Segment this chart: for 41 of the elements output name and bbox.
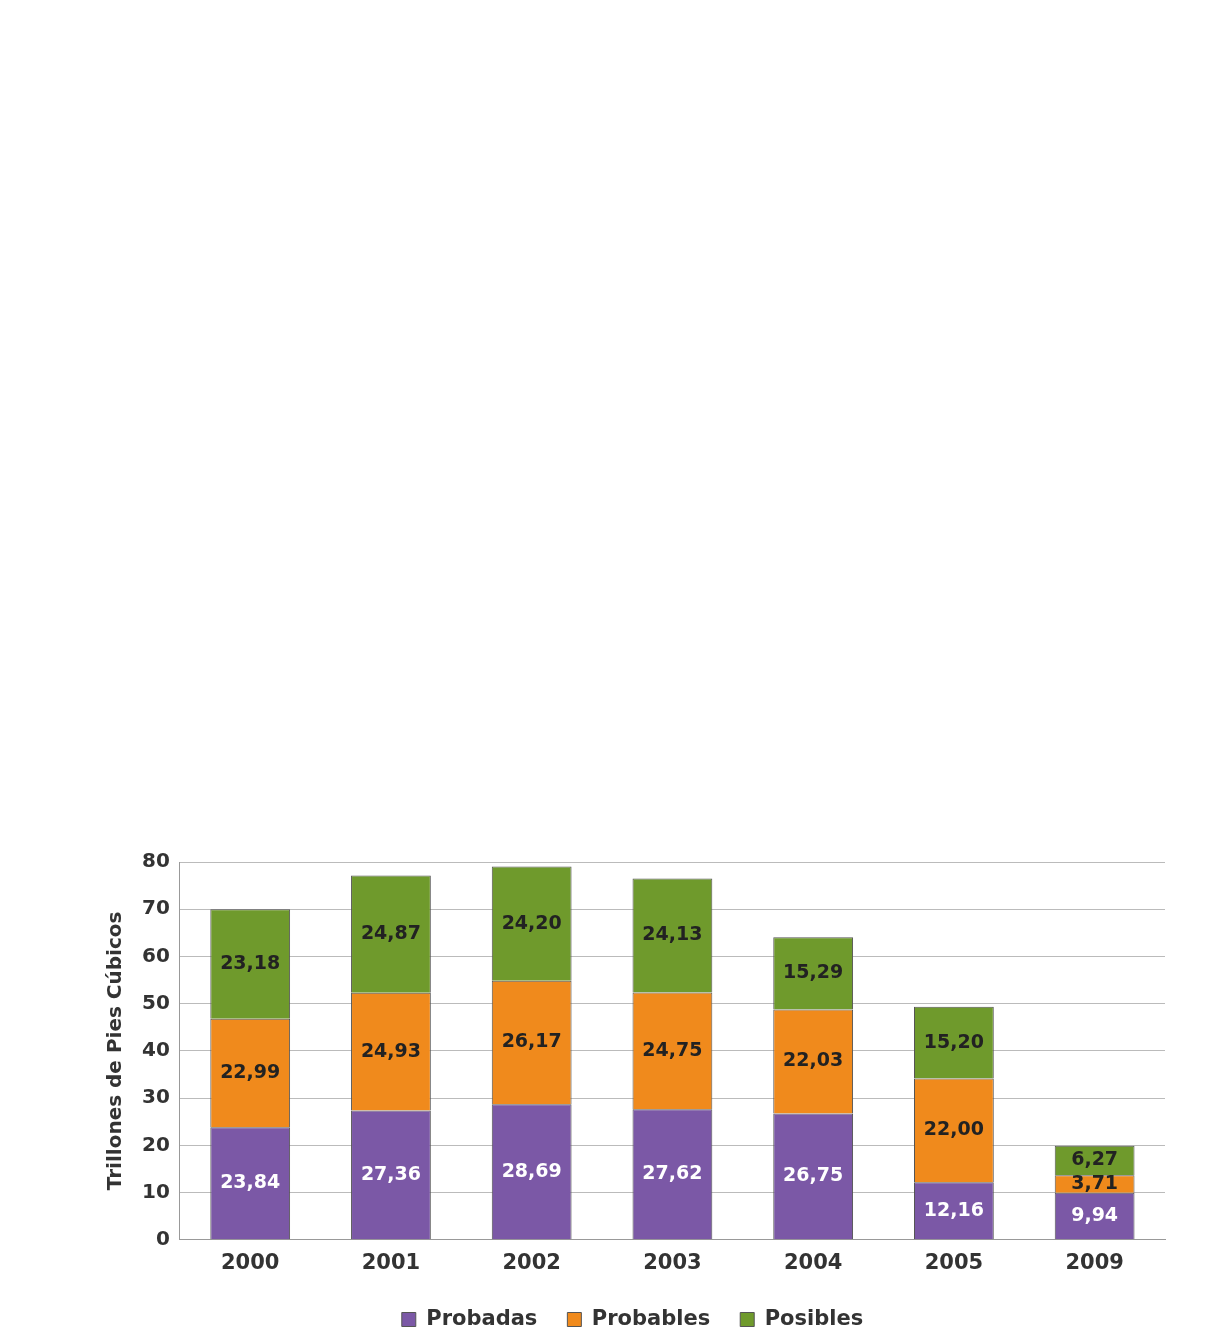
data-label: 28,69 <box>501 1158 562 1181</box>
data-label: 6,27 <box>1071 1147 1119 1170</box>
data-label: 24,93 <box>360 1038 421 1061</box>
y-tick-label: 0 <box>155 1226 170 1250</box>
data-label: 9,94 <box>1071 1203 1119 1226</box>
data-label: 23,18 <box>220 950 281 973</box>
y-tick-label: 20 <box>141 1131 170 1156</box>
data-label: 23,84 <box>220 1170 281 1193</box>
y-tick-label: 40 <box>141 1037 170 1062</box>
y-tick-label: 10 <box>141 1178 170 1203</box>
data-label: 3,71 <box>1071 1171 1119 1194</box>
data-label: 22,03 <box>783 1048 844 1071</box>
x-tick-label: 2005 <box>924 1249 984 1274</box>
legend-label: Posibles <box>764 1305 864 1330</box>
y-tick-label: 60 <box>141 942 170 967</box>
data-label: 24,20 <box>501 910 562 933</box>
data-label: 12,16 <box>923 1197 984 1220</box>
data-label: 15,20 <box>923 1029 984 1052</box>
y-tick-label: 70 <box>141 895 170 920</box>
data-label: 15,29 <box>783 960 844 983</box>
y-tick-label: 50 <box>141 989 170 1014</box>
data-label: 24,13 <box>642 922 703 945</box>
data-label: 24,75 <box>642 1037 703 1060</box>
data-label: 26,75 <box>783 1163 844 1186</box>
y-tick-label: 30 <box>141 1084 170 1109</box>
data-label: 24,87 <box>360 921 421 944</box>
data-label: 26,17 <box>501 1029 562 1052</box>
data-label: 22,99 <box>220 1059 281 1082</box>
legend-label: Probables <box>591 1305 711 1330</box>
data-label: 27,62 <box>642 1161 703 1184</box>
x-tick-label: 2001 <box>361 1249 421 1274</box>
x-tick-label: 2003 <box>643 1249 702 1274</box>
legend-label: Probadas <box>426 1305 538 1330</box>
y-tick-label: 80 <box>141 848 170 873</box>
data-label: 27,36 <box>360 1161 421 1184</box>
y-axis-title: Trillones de Pies Cúbicos <box>102 911 127 1191</box>
data-label: 22,00 <box>923 1117 984 1140</box>
x-tick-label: 2000 <box>220 1249 280 1274</box>
x-tick-label: 2004 <box>783 1249 843 1274</box>
x-tick-label: 2002 <box>502 1249 561 1274</box>
x-tick-label: 2009 <box>1065 1249 1124 1274</box>
